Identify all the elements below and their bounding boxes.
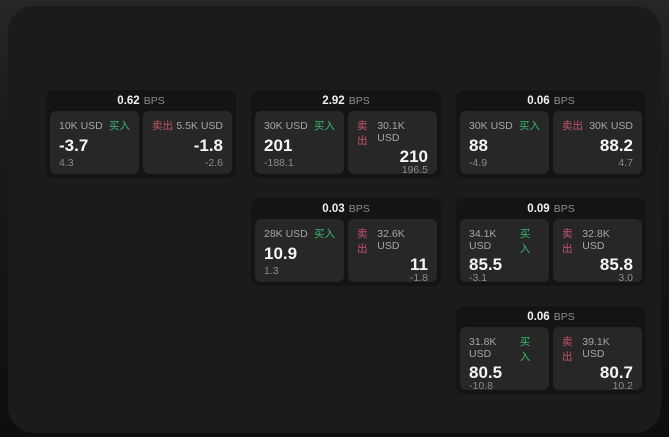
buy-amount: 10K USD	[59, 120, 103, 132]
buy-price: 201	[264, 135, 293, 155]
sell-tile[interactable]: 卖出 32.6K USD 11 -1.8	[348, 219, 437, 284]
quote-card: 2.92 BPS 30K USD 买入 201 -188.1 卖出 30.1K …	[251, 90, 441, 178]
sell-tile[interactable]: 卖出 30.1K USD 210 196.5	[348, 111, 437, 176]
spread-header: 0.09 BPS	[460, 198, 642, 219]
sell-price: 88.2	[599, 135, 633, 155]
buy-tile[interactable]: 28K USD 买入 10.9 1.3	[255, 219, 344, 282]
sell-label: 卖出	[357, 228, 368, 255]
sell-label: 卖出	[562, 228, 573, 255]
buy-label: 买入	[519, 120, 540, 132]
buy-tile[interactable]: 31.8K USD 买入 80.5 -10.8	[460, 327, 549, 392]
buy-sub-value: -3.1	[469, 272, 488, 284]
buy-price: -3.7	[59, 135, 89, 155]
sell-label: 卖出	[562, 120, 583, 132]
buy-price: 10.9	[264, 243, 298, 263]
quote-card: 0.03 BPS 28K USD 买入 10.9 1.3 卖出 32.6K US…	[251, 198, 441, 286]
sell-tile[interactable]: 卖出 30K USD 88.2 4.7	[553, 111, 642, 174]
spread-value: 2.92	[322, 94, 345, 107]
buy-amount: 30K USD	[469, 120, 513, 132]
buy-tile[interactable]: 34.1K USD 买入 85.5 -3.1	[460, 219, 549, 284]
sell-sub-value: 10.2	[612, 380, 633, 392]
sell-amount: 30K USD	[589, 120, 633, 132]
spread-value: 0.62	[117, 94, 140, 107]
sell-label: 卖出	[357, 120, 368, 147]
spread-unit-label: BPS	[348, 202, 370, 215]
quote-card: 0.62 BPS 10K USD 买入 -3.7 4.3 卖出 5.5K USD	[46, 90, 236, 178]
quote-card-grid: 0.62 BPS 10K USD 买入 -3.7 4.3 卖出 5.5K USD	[46, 90, 646, 394]
sell-sub-value: -1.8	[409, 272, 428, 284]
sell-amount: 39.1K USD	[582, 336, 610, 360]
buy-price: 85.5	[469, 255, 503, 274]
spread-value: 0.06	[527, 94, 550, 107]
buy-label: 买入	[519, 228, 531, 255]
buy-label: 买入	[109, 120, 130, 132]
sell-sub-value: -2.6	[204, 156, 223, 169]
spread-unit-label: BPS	[553, 310, 575, 323]
spread-unit-label: BPS	[143, 94, 165, 107]
spread-header: 0.03 BPS	[255, 198, 437, 219]
buy-tile[interactable]: 30K USD 买入 201 -188.1	[255, 111, 344, 174]
buy-amount: 30K USD	[264, 120, 308, 132]
sell-price: 210	[399, 147, 428, 166]
sell-sub-value: 3.0	[618, 272, 633, 284]
sell-label: 卖出	[152, 120, 173, 132]
quote-card: 0.09 BPS 34.1K USD 买入 85.5 -3.1 卖出 32.8K…	[456, 198, 646, 286]
buy-price: 88	[469, 135, 488, 155]
spread-unit-label: BPS	[553, 202, 575, 215]
sell-tile[interactable]: 卖出 39.1K USD 80.7 10.2	[553, 327, 642, 392]
sell-amount: 32.8K USD	[582, 228, 610, 252]
spread-unit-label: BPS	[553, 94, 575, 107]
sell-tile[interactable]: 卖出 5.5K USD -1.8 -2.6	[143, 111, 232, 174]
buy-amount: 31.8K USD	[469, 336, 497, 360]
buy-amount: 28K USD	[264, 228, 308, 240]
spread-header: 0.06 BPS	[460, 306, 642, 327]
spread-value: 0.06	[527, 310, 550, 323]
buy-tile[interactable]: 10K USD 买入 -3.7 4.3	[50, 111, 139, 174]
buy-price: 80.5	[469, 363, 503, 382]
sell-price: 85.8	[599, 255, 633, 274]
buy-sub-value: 1.3	[264, 264, 279, 277]
buy-sub-value: -188.1	[264, 156, 294, 169]
sell-tile[interactable]: 卖出 32.8K USD 85.8 3.0	[553, 219, 642, 284]
spread-header: 0.06 BPS	[460, 90, 642, 111]
app-window: 0.62 BPS 10K USD 买入 -3.7 4.3 卖出 5.5K USD	[8, 6, 661, 433]
buy-amount: 34.1K USD	[469, 228, 497, 252]
sell-price: 80.7	[599, 363, 633, 382]
buy-sub-value: -10.8	[469, 380, 493, 392]
buy-label: 买入	[519, 336, 531, 363]
spread-unit-label: BPS	[348, 94, 370, 107]
spread-header: 0.62 BPS	[50, 90, 232, 111]
spread-value: 0.09	[527, 202, 550, 215]
buy-sub-value: 4.3	[59, 156, 74, 169]
spread-header: 2.92 BPS	[255, 90, 437, 111]
sell-label: 卖出	[562, 336, 573, 363]
sell-sub-value: 4.7	[618, 156, 633, 169]
quote-card: 0.06 BPS 30K USD 买入 88 -4.9 卖出 30K USD	[456, 90, 646, 178]
spread-value: 0.03	[322, 202, 345, 215]
sell-amount: 30.1K USD	[377, 120, 405, 144]
quote-card: 0.06 BPS 31.8K USD 买入 80.5 -10.8 卖出 39.1…	[456, 306, 646, 394]
sell-price: 11	[410, 255, 428, 274]
sell-sub-value: 196.5	[401, 164, 428, 176]
sell-amount: 32.6K USD	[377, 228, 405, 252]
sell-amount: 5.5K USD	[176, 120, 223, 132]
buy-sub-value: -4.9	[469, 156, 488, 169]
sell-price: -1.8	[193, 135, 223, 155]
buy-label: 买入	[314, 120, 335, 132]
buy-tile[interactable]: 30K USD 买入 88 -4.9	[460, 111, 549, 174]
buy-label: 买入	[314, 228, 335, 240]
